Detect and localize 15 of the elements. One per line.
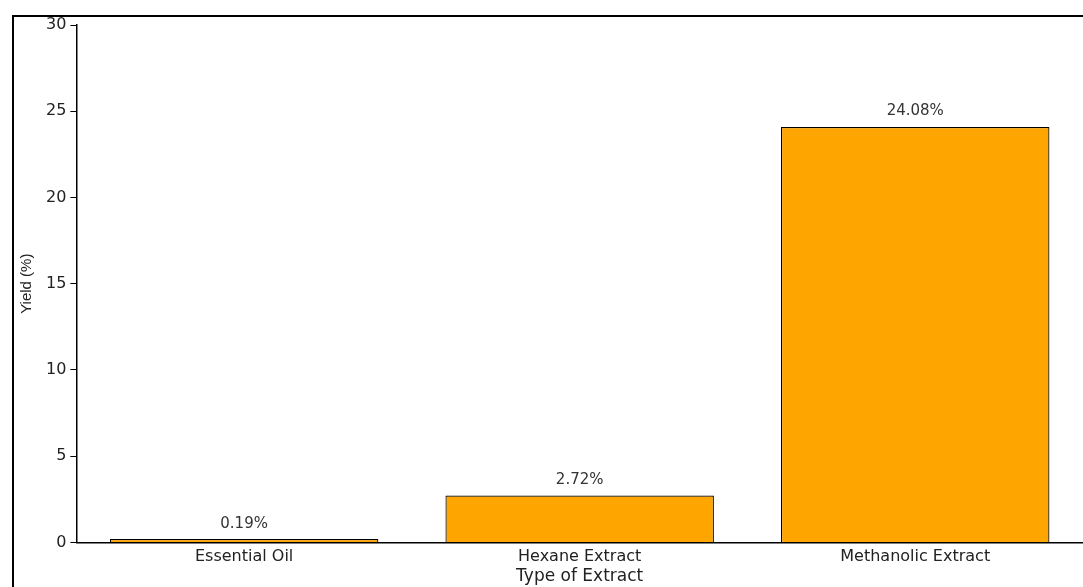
x-axis-title: Type of Extract	[515, 565, 644, 586]
data-label: 0.19%	[220, 513, 268, 532]
y-tick-label: 0	[56, 531, 67, 551]
y-tick-label: 25	[46, 100, 67, 120]
y-axis-title: Yield (%)	[17, 253, 35, 314]
data-label: 2.72%	[555, 469, 604, 488]
y-tick-label: 10	[46, 359, 67, 379]
x-tick-label: Hexane Extract	[518, 546, 642, 566]
y-tick-label: 5	[56, 445, 67, 465]
data-label: 24.08%	[886, 101, 944, 120]
y-tick-label: 15	[46, 272, 67, 292]
x-tick-label: Essential Oil	[194, 546, 294, 566]
y-tick-label: 20	[46, 186, 67, 206]
x-tick-label: Methanolic Extract	[840, 546, 991, 566]
y-tick-label: 30	[46, 14, 67, 34]
